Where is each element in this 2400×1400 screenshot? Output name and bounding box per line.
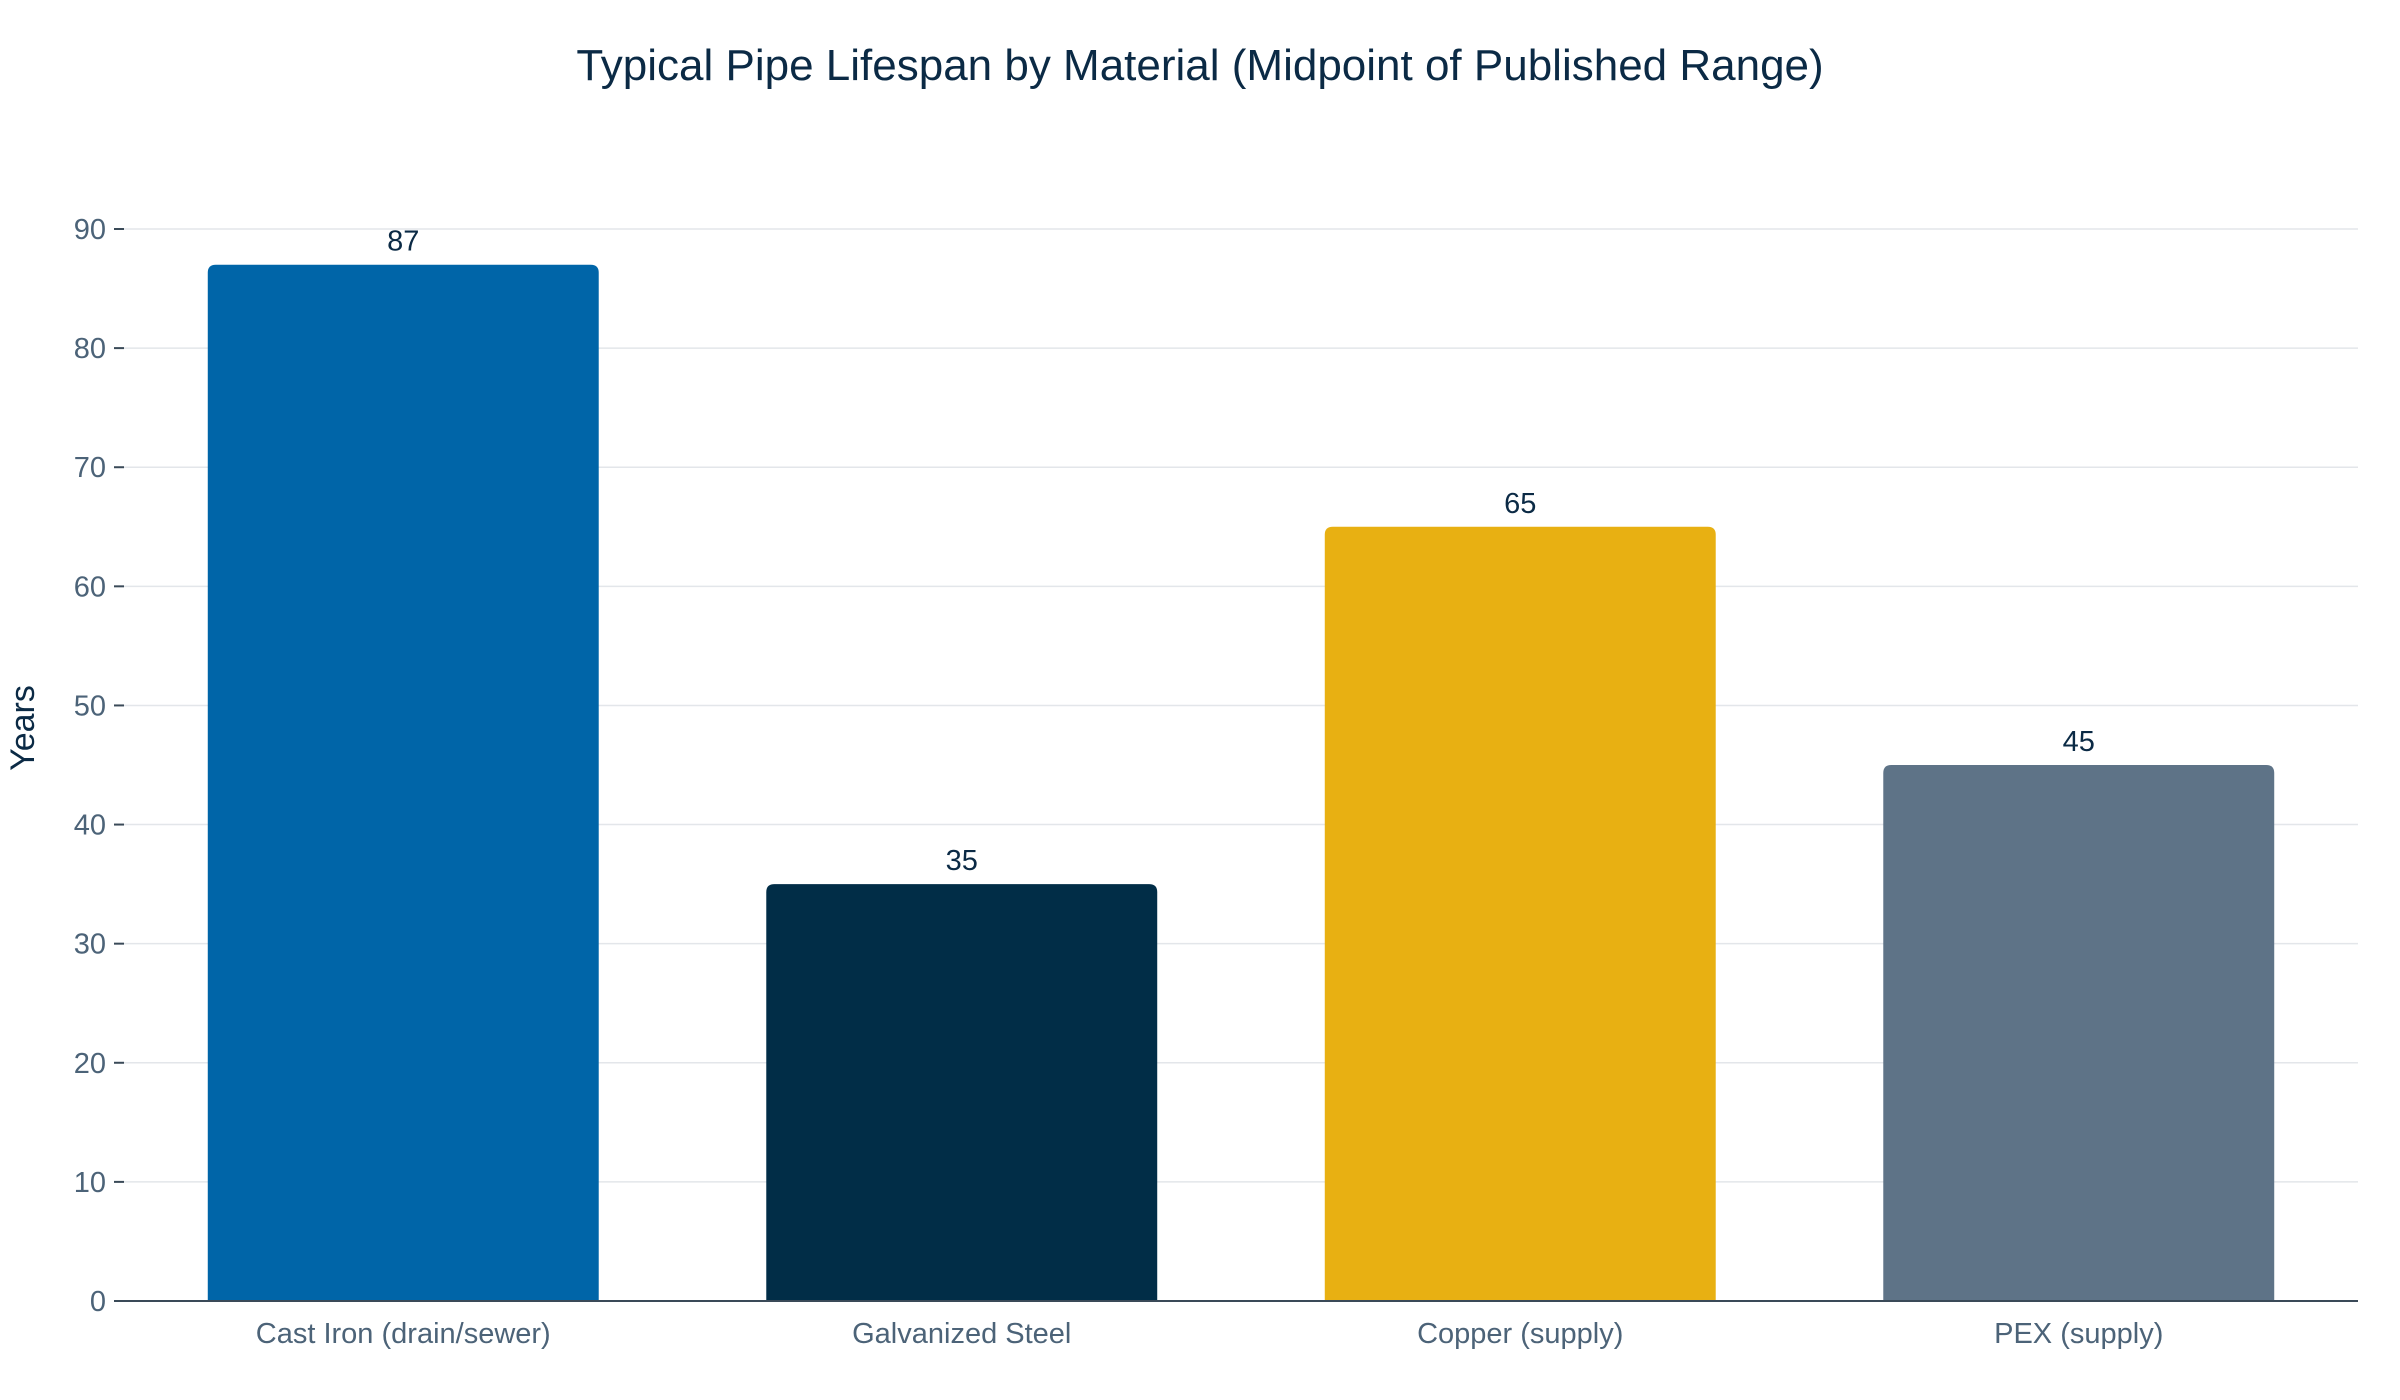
y-tick-label: 30 [74, 929, 106, 961]
y-tick-label: 90 [74, 214, 106, 246]
data-label: 87 [387, 226, 419, 258]
y-tick-label: 80 [74, 333, 106, 365]
data-label: 65 [1504, 488, 1536, 520]
bar-3 [1883, 765, 2275, 1301]
bar-1 [766, 884, 1158, 1301]
axes [114, 228, 2358, 1302]
y-tick-label: 40 [74, 810, 106, 842]
labels: 0 10 20 30 40 50 60 70 80 90 87 Cast Iron (drain/se… [74, 214, 2164, 1350]
y-tick-label: 60 [74, 571, 106, 603]
y-tick-label: 10 [74, 1167, 106, 1199]
data-label: 35 [946, 845, 978, 877]
y-tick-label: 20 [74, 1048, 106, 1080]
bar-2 [1324, 526, 1716, 1301]
bars [207, 264, 2275, 1301]
y-axis-label: Years [4, 685, 42, 771]
x-tick-label: Cast Iron (drain/sewer) [256, 1318, 551, 1350]
x-tick-label: PEX (supply) [1994, 1318, 2163, 1350]
chart-title: Typical Pipe Lifespan by Material (Midpo… [576, 41, 1823, 90]
bar-0 [207, 264, 599, 1301]
x-tick-label: Galvanized Steel [852, 1318, 1071, 1350]
y-tick-label: 50 [74, 690, 106, 722]
x-tick-label: Copper (supply) [1417, 1318, 1623, 1350]
data-label: 45 [2063, 726, 2095, 758]
y-tick-label: 70 [74, 452, 106, 484]
y-tick-label: 0 [90, 1286, 106, 1318]
